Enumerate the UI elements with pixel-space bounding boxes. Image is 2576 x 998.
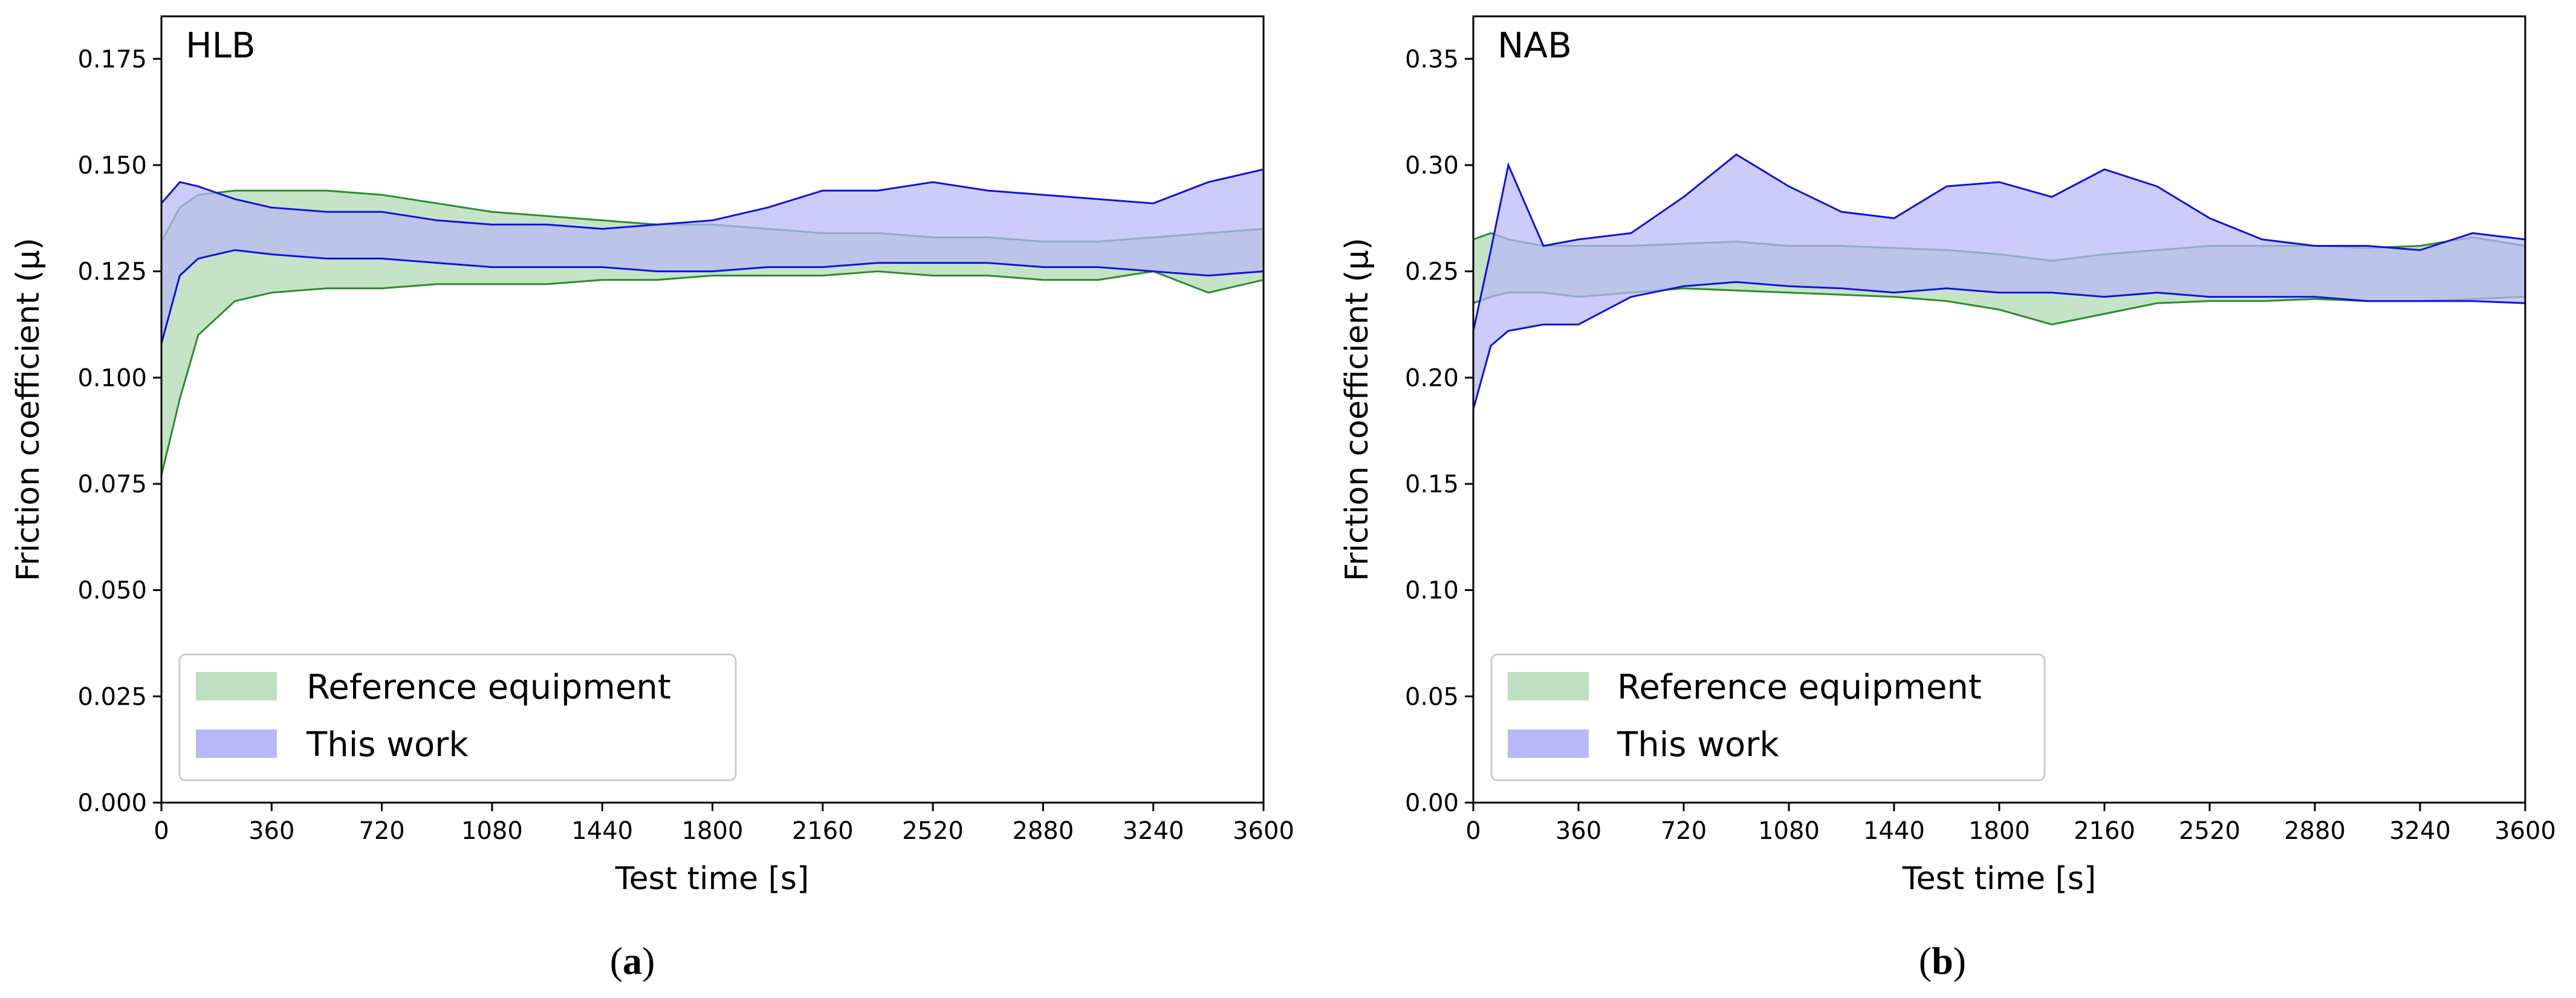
x-tick-label: 1440 (571, 817, 633, 845)
panel-b-y-ticks: 0.00 0.05 0.10 0.15 0.20 0.25 0.30 0.35 (1405, 45, 1473, 817)
panel-a-series-layer (160, 168, 1264, 476)
y-tick-label: 0.125 (77, 258, 147, 286)
panel-b-this-work-upper-edge (1472, 153, 2526, 331)
y-tick-label: 0.30 (1405, 152, 1459, 180)
y-tick-label: 0.10 (1405, 577, 1459, 605)
panel-a-legend-box (178, 653, 737, 781)
y-tick-label: 0.05 (1405, 683, 1459, 711)
x-tick-label: 2160 (2074, 817, 2135, 845)
x-tick-label: 2880 (1013, 817, 1074, 845)
x-tick-label: 720 (1661, 817, 1707, 845)
panel-b-y-axis-label: Friction coefficient (µ) (1339, 238, 1375, 581)
panel-a-reference-lower-edge (160, 270, 1264, 476)
x-tick-label: 360 (248, 817, 294, 845)
panel-b-legend-label-this-work: This work (1617, 725, 1779, 765)
x-tick-label: 3240 (1123, 817, 1184, 845)
panel-b-this-work-lower-edge (1472, 281, 2526, 410)
panel-a-caption: (a) (610, 939, 655, 982)
panel-a-title: HLB (186, 25, 256, 66)
x-tick-label: 1440 (1863, 817, 1925, 845)
y-tick-label: 0.20 (1405, 364, 1459, 392)
y-tick-label: 0.15 (1405, 471, 1459, 498)
panel-a-this-work-lower-edge (160, 249, 1264, 344)
y-tick-label: 0.075 (77, 471, 147, 498)
y-tick-label: 0.00 (1405, 789, 1459, 817)
panel-a-y-ticks: 0.000 0.025 0.050 0.075 0.100 0.125 0.150 0.175 (77, 45, 161, 817)
panel-a-legend-swatch-this-work (196, 729, 277, 758)
x-tick-label: 1800 (682, 817, 744, 845)
y-tick-label: 0.175 (77, 45, 147, 73)
y-tick-label: 0.025 (77, 683, 147, 711)
panel-a-legend-label-reference: Reference equipment (307, 668, 671, 707)
panel-b-title: NAB (1497, 25, 1572, 66)
x-tick-label: 2160 (792, 817, 854, 845)
panel-b-legend-box (1490, 653, 2046, 781)
panel-a-legend-swatch-reference (196, 672, 277, 700)
x-tick-label: 360 (1556, 817, 1601, 845)
panel-a-x-ticks: 0 360 720 1080 1440 1800 2160 2520 2880 3240 3600 (154, 803, 1294, 845)
y-tick-label: 0.150 (77, 152, 147, 180)
panel-a-this-work-upper-edge (160, 168, 1264, 230)
panel-a-y-axis-label: Friction coefficient (µ) (10, 238, 47, 581)
x-tick-label: 2880 (2284, 817, 2346, 845)
x-tick-label: 3600 (2494, 817, 2556, 845)
panel-b-legend-swatch-this-work (1508, 729, 1589, 758)
panel-b-x-axis-label: Test time [s] (1902, 861, 2097, 897)
panel-b-series-layer (1472, 153, 2526, 410)
x-tick-label: 2520 (902, 817, 964, 845)
panel-b: 0 360 720 1080 1440 1800 2160 2520 2880 3240 3600 … (1339, 15, 2556, 982)
panel-b-legend-swatch-reference (1508, 672, 1589, 700)
y-tick-label: 0.050 (77, 577, 147, 605)
x-tick-label: 2520 (2179, 817, 2240, 845)
x-tick-label: 0 (1465, 817, 1481, 845)
x-tick-label: 720 (358, 817, 404, 845)
x-tick-label: 1800 (1968, 817, 2030, 845)
panel-a-legend: Reference equipment This work (178, 653, 737, 781)
panel-b-band-this-work (1473, 154, 2525, 409)
panel-a-band-this-work (161, 169, 1264, 344)
x-tick-label: 1080 (1758, 817, 1820, 845)
x-tick-label: 3240 (2389, 817, 2451, 845)
panel-b-caption: (b) (1919, 939, 1966, 982)
panel-a: 0 360 720 1080 1440 1800 2160 2520 2880 3240 3600 … (10, 15, 1294, 982)
panel-b-legend-label-reference: Reference equipment (1617, 668, 1982, 707)
y-tick-label: 0.100 (77, 364, 147, 392)
x-tick-label: 0 (154, 817, 169, 845)
panel-a-x-axis-label: Test time [s] (615, 861, 809, 897)
y-tick-label: 0.35 (1405, 45, 1459, 73)
panel-b-x-ticks: 0 360 720 1080 1440 1800 2160 2520 2880 3240 3600 (1465, 803, 2556, 845)
y-tick-label: 0.000 (77, 789, 147, 817)
panel-a-legend-label-this-work: This work (306, 725, 469, 765)
x-tick-label: 1080 (461, 817, 523, 845)
panel-b-legend: Reference equipment This work (1490, 653, 2046, 781)
x-tick-label: 3600 (1233, 817, 1294, 845)
y-tick-label: 0.25 (1405, 258, 1459, 286)
